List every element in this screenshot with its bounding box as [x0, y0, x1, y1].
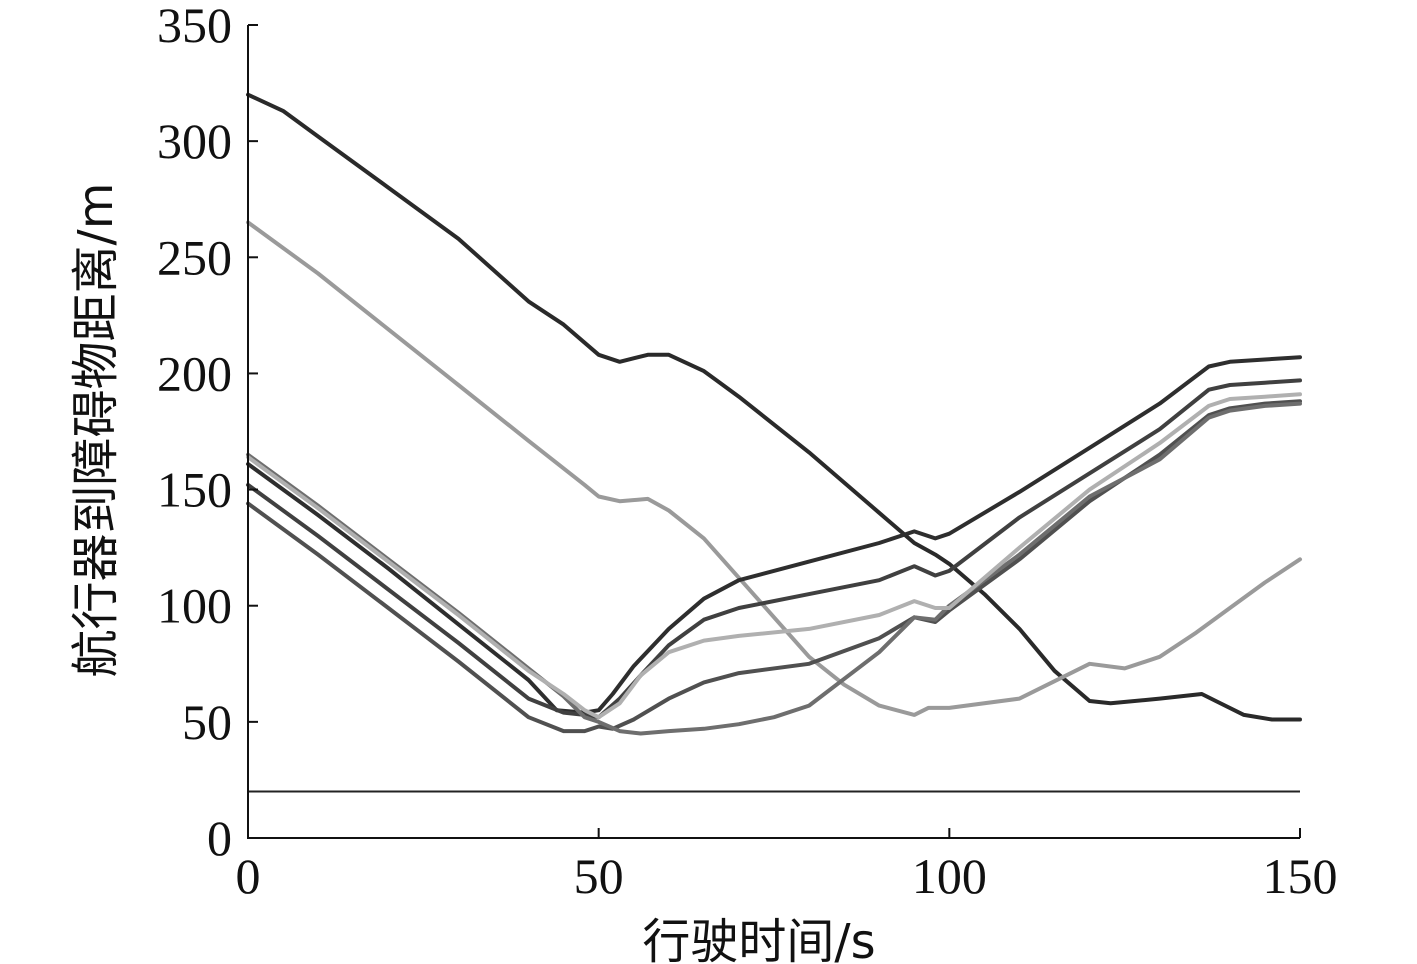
x-tick-label: 100	[912, 848, 987, 904]
y-tick-label: 250	[157, 229, 232, 285]
plot-lines	[246, 92, 1302, 736]
y-tick-label: 300	[157, 113, 232, 169]
series-line-4	[246, 378, 1302, 720]
series-line-5	[246, 399, 1302, 734]
x-axis-title: 行驶时间/s	[642, 914, 875, 964]
y-tick-label: 100	[157, 578, 232, 634]
x-tick-label: 150	[1263, 848, 1338, 904]
y-axis-title: 航行器到障碍物距离/m	[68, 183, 124, 678]
series-line-3	[246, 355, 1302, 715]
y-tick-label: 50	[182, 694, 232, 750]
x-tick-label: 50	[574, 848, 624, 904]
y-tick-label: 200	[157, 345, 232, 401]
series-line-7	[246, 392, 1302, 720]
tick-labels: 0 50 100 150 0 50 100 150 200 250 300 350	[157, 0, 1338, 904]
y-tick-label: 350	[157, 0, 232, 53]
axis-ticks	[247, 24, 1301, 839]
series-line-1	[246, 92, 1302, 722]
y-tick-label: 150	[157, 462, 232, 518]
x-tick-label: 0	[236, 848, 261, 904]
y-tick-label: 0	[207, 810, 232, 866]
series-line-2	[246, 220, 1302, 717]
